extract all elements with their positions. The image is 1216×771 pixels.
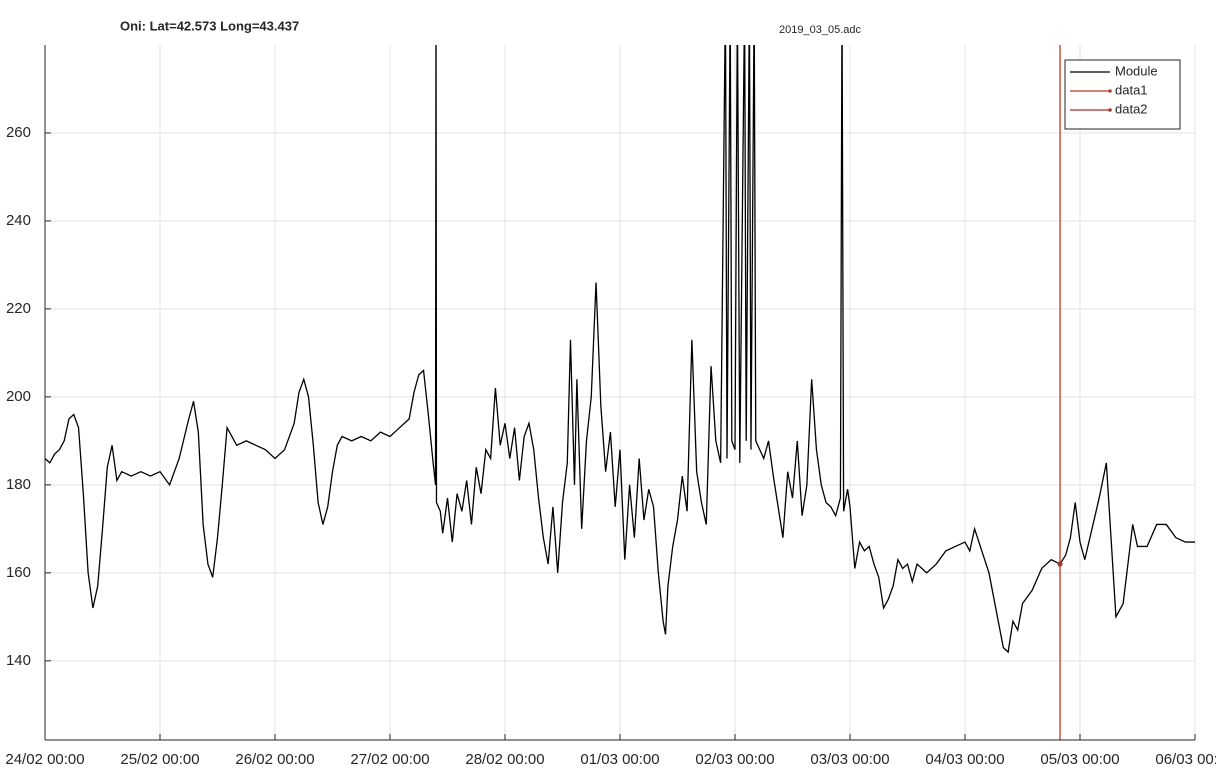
legend-label: Module bbox=[1115, 63, 1158, 78]
x-tick-label: 01/03 00:00 bbox=[580, 751, 659, 768]
y-tick-label: 180 bbox=[6, 476, 31, 493]
legend-label: data2 bbox=[1115, 101, 1148, 116]
legend-marker bbox=[1108, 108, 1112, 112]
x-tick-label: 05/03 00:00 bbox=[1040, 751, 1119, 768]
x-tick-label: 25/02 00:00 bbox=[120, 751, 199, 768]
data-line bbox=[45, 45, 1195, 654]
x-tick-label: 24/02 00:00 bbox=[5, 751, 84, 768]
chart-title: Oni: Lat=42.573 Long=43.437 bbox=[120, 18, 299, 33]
legend: Module data1 data2 bbox=[1064, 59, 1181, 130]
chart-subtitle: 2019_03_05.adc bbox=[779, 24, 861, 36]
data-point bbox=[1057, 561, 1063, 567]
y-tick-label: 260 bbox=[6, 124, 31, 141]
y-tick-label: 160 bbox=[6, 564, 31, 581]
x-tick-label: 28/02 00:00 bbox=[465, 751, 544, 768]
y-tick-label: 200 bbox=[6, 388, 31, 405]
x-tick-label: 26/02 00:00 bbox=[235, 751, 314, 768]
x-tick-label: 02/03 00:00 bbox=[695, 751, 774, 768]
y-tick-label: 220 bbox=[6, 300, 31, 317]
x-tick-label: 06/03 00:00 bbox=[1155, 751, 1216, 768]
x-tick-label: 04/03 00:00 bbox=[925, 751, 1004, 768]
x-tick-label: 03/03 00:00 bbox=[810, 751, 889, 768]
y-tick-label: 140 bbox=[6, 652, 31, 669]
y-tick-label: 240 bbox=[6, 212, 31, 229]
legend-marker bbox=[1108, 89, 1112, 93]
plot-lines bbox=[45, 45, 1195, 740]
legend-label: data1 bbox=[1115, 82, 1148, 97]
x-tick-label: 27/02 00:00 bbox=[350, 751, 429, 768]
